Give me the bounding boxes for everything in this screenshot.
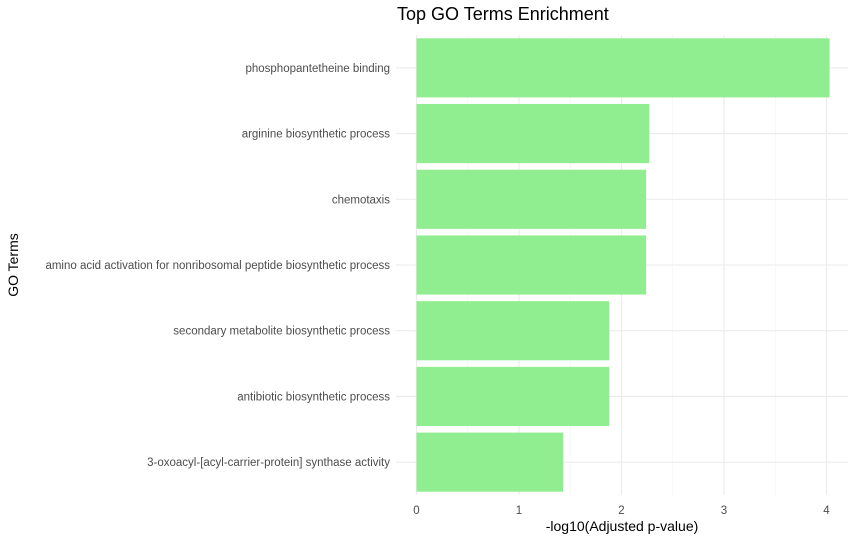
- x-tick-label: 1: [516, 505, 522, 517]
- bar: [416, 104, 650, 164]
- y-tick-label: antibiotic biosynthetic process: [237, 391, 390, 403]
- y-tick-label: 3-oxoacyl-[acyl-carrier-protein] synthas…: [147, 457, 390, 469]
- bar: [416, 366, 610, 426]
- bars: [416, 38, 830, 492]
- y-tick-label: phosphopantetheine binding: [245, 63, 390, 75]
- x-tick-label: 4: [823, 505, 830, 517]
- bar: [416, 38, 830, 98]
- bar: [416, 169, 647, 229]
- bar: [416, 301, 610, 361]
- bar: [416, 432, 564, 492]
- y-tick-label: amino acid activation for nonribosomal p…: [45, 260, 390, 272]
- x-tick-label: 3: [721, 505, 727, 517]
- chart-title: Top GO Terms Enrichment: [397, 4, 609, 24]
- x-axis-title: -log10(Adjusted p-value): [546, 518, 699, 534]
- bar: [416, 235, 647, 295]
- x-tick-labels: 0 1 2 3 4: [413, 505, 830, 517]
- y-axis-title: GO Terms: [5, 233, 21, 297]
- y-tick-label: arginine biosynthetic process: [242, 129, 391, 141]
- x-tick-label: 2: [618, 505, 624, 517]
- y-tick-label: secondary metabolite biosynthetic proces…: [173, 326, 390, 338]
- y-tick-labels: phosphopantetheine binding arginine biosy…: [45, 63, 390, 469]
- x-tick-label: 0: [413, 505, 419, 517]
- y-tick-label: chemotaxis: [332, 194, 390, 206]
